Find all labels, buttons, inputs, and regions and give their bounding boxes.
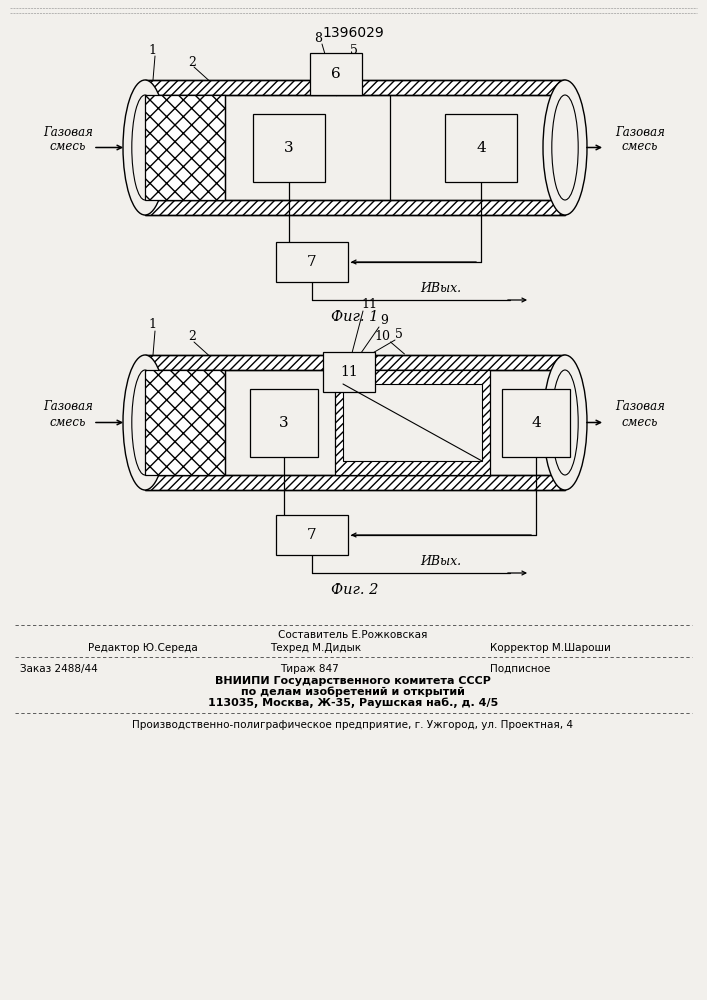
- Text: 11: 11: [340, 365, 358, 379]
- Ellipse shape: [551, 370, 578, 475]
- Bar: [145, 370, 225, 475]
- Text: 11: 11: [361, 298, 377, 312]
- Text: 5: 5: [395, 328, 403, 342]
- Text: 1: 1: [148, 43, 156, 56]
- Text: 10: 10: [375, 330, 390, 344]
- Text: Заказ 2488/44: Заказ 2488/44: [20, 664, 98, 674]
- Text: Газовая
смесь: Газовая смесь: [43, 400, 93, 428]
- Bar: [145, 475, 565, 490]
- Text: 2: 2: [188, 330, 196, 344]
- Text: Производственно-полиграфическое предприятие, г. Ужгород, ул. Проектная, 4: Производственно-полиграфическое предприя…: [132, 720, 573, 730]
- Ellipse shape: [123, 355, 167, 490]
- Text: Газовая
смесь: Газовая смесь: [615, 400, 665, 428]
- Bar: [253, 114, 325, 182]
- Bar: [145, 370, 565, 475]
- Bar: [145, 95, 565, 200]
- Text: Фиг. 1: Фиг. 1: [332, 310, 379, 324]
- Bar: [276, 242, 348, 282]
- Text: Фиг. 2: Фиг. 2: [332, 583, 379, 597]
- Bar: [445, 114, 517, 182]
- Bar: [250, 389, 318, 457]
- Ellipse shape: [543, 355, 587, 490]
- Text: ИВых.: ИВых.: [420, 282, 461, 295]
- Text: 2: 2: [188, 55, 196, 68]
- Ellipse shape: [132, 370, 158, 475]
- Text: ВНИИПИ Государственного комитета СССР: ВНИИПИ Государственного комитета СССР: [215, 676, 491, 686]
- Bar: [502, 389, 570, 457]
- Text: по делам изобретений и открытий: по делам изобретений и открытий: [241, 687, 465, 697]
- Ellipse shape: [123, 80, 167, 215]
- Ellipse shape: [551, 95, 578, 200]
- Text: Техред М.Дидык: Техред М.Дидык: [270, 643, 361, 653]
- Text: Подписное: Подписное: [490, 664, 550, 674]
- Bar: [343, 384, 482, 461]
- Bar: [145, 200, 565, 215]
- Ellipse shape: [543, 80, 587, 215]
- Bar: [310, 53, 362, 95]
- Text: Составитель Е.Рожковская: Составитель Е.Рожковская: [279, 630, 428, 640]
- Text: 4: 4: [531, 416, 541, 430]
- Text: Газовая
смесь: Газовая смесь: [615, 125, 665, 153]
- Ellipse shape: [132, 95, 158, 200]
- Text: 7: 7: [307, 528, 317, 542]
- Bar: [323, 352, 375, 392]
- Bar: [335, 370, 490, 475]
- Text: Редактор Ю.Середа: Редактор Ю.Середа: [88, 643, 198, 653]
- Text: 6: 6: [331, 67, 341, 81]
- Text: 9: 9: [380, 314, 388, 328]
- Text: Газовая
смесь: Газовая смесь: [43, 125, 93, 153]
- Bar: [145, 95, 225, 200]
- Text: 1396029: 1396029: [322, 26, 384, 40]
- Text: 3: 3: [279, 416, 289, 430]
- Text: Тираж 847: Тираж 847: [280, 664, 339, 674]
- Bar: [276, 515, 348, 555]
- Text: Корректор М.Шароши: Корректор М.Шароши: [490, 643, 611, 653]
- Text: 113035, Москва, Ж-35, Раушская наб., д. 4/5: 113035, Москва, Ж-35, Раушская наб., д. …: [208, 698, 498, 708]
- Bar: [145, 80, 565, 95]
- Text: ИВых.: ИВых.: [420, 555, 461, 568]
- Text: 8: 8: [314, 31, 322, 44]
- Text: 4: 4: [476, 141, 486, 155]
- Bar: [145, 355, 565, 370]
- Text: 7: 7: [307, 255, 317, 269]
- Text: 3: 3: [284, 141, 294, 155]
- Text: 1: 1: [148, 318, 156, 332]
- Text: 5: 5: [350, 43, 358, 56]
